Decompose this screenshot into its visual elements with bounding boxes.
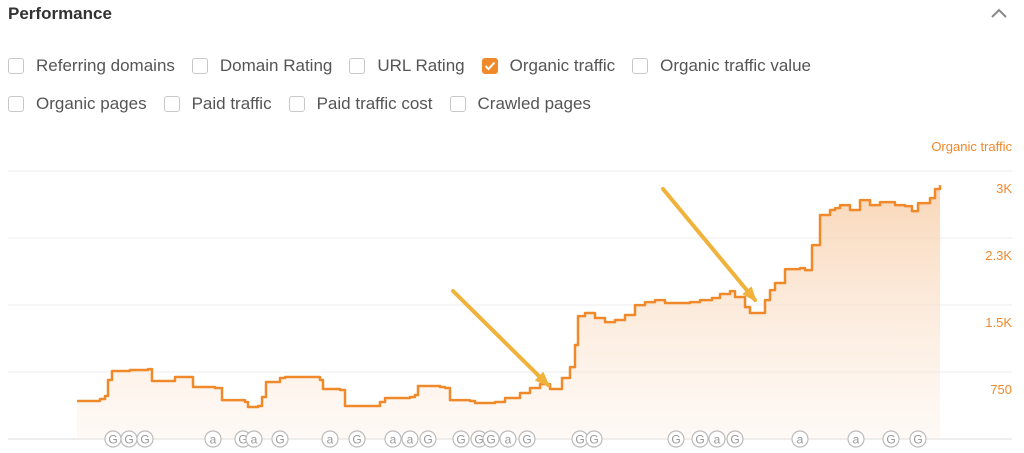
svg-text:G: G <box>474 433 483 447</box>
checkbox-crawled-pages[interactable]: Crawled pages <box>449 94 591 114</box>
annotation-marker-icon[interactable]: a <box>384 430 402 448</box>
svg-text:G: G <box>275 433 284 447</box>
svg-text:G: G <box>352 433 361 447</box>
svg-text:G: G <box>423 433 432 447</box>
google-update-marker-icon[interactable]: G <box>120 430 138 448</box>
checkbox-url-rating[interactable]: URL Rating <box>349 56 465 76</box>
google-update-marker-icon[interactable]: G <box>585 430 603 448</box>
panel-title: Performance <box>8 4 112 23</box>
checkbox-unchecked-icon[interactable] <box>8 58 24 74</box>
google-update-marker-icon[interactable]: G <box>470 430 488 448</box>
checkbox-organic-traffic-value[interactable]: Organic traffic value <box>632 56 811 76</box>
svg-text:a: a <box>797 433 804 447</box>
annotation-marker-icon[interactable]: a <box>499 430 517 448</box>
metric-checkboxes-row-2: Organic pages Paid traffic Paid traffic co… <box>8 94 608 114</box>
checkbox-checked-icon[interactable] <box>481 58 498 74</box>
checkbox-unchecked-icon[interactable] <box>8 96 24 112</box>
annotation-marker-icon[interactable]: a <box>791 430 809 448</box>
checkbox-unchecked-icon[interactable] <box>191 58 208 74</box>
google-update-marker-icon[interactable]: G <box>667 430 685 448</box>
checkbox-label: Crawled pages <box>477 94 591 113</box>
google-update-marker-icon[interactable]: G <box>452 430 470 448</box>
checkbox-label: Organic pages <box>36 94 147 113</box>
y-tick-label: 2.3K <box>985 248 1012 263</box>
svg-text:a: a <box>327 433 334 447</box>
google-update-marker-icon[interactable]: G <box>518 430 536 448</box>
svg-text:a: a <box>210 433 217 447</box>
google-update-marker-icon[interactable]: G <box>882 430 900 448</box>
checkbox-label: Organic traffic <box>509 56 616 75</box>
checkbox-unchecked-icon[interactable] <box>449 96 466 112</box>
checkbox-label: Domain Rating <box>219 56 333 75</box>
y-tick-label: 750 <box>990 382 1012 397</box>
svg-text:G: G <box>124 433 133 447</box>
svg-text:G: G <box>456 433 465 447</box>
checkbox-organic-pages[interactable]: Organic pages <box>8 94 147 114</box>
arrow-head-icon <box>742 286 757 303</box>
checkbox-paid-traffic[interactable]: Paid traffic <box>163 94 272 114</box>
svg-text:G: G <box>730 433 739 447</box>
svg-text:G: G <box>238 433 247 447</box>
checkbox-label: Referring domains <box>36 56 175 75</box>
google-update-marker-icon[interactable]: G <box>271 430 289 448</box>
annotation-marker-icon[interactable]: a <box>401 430 419 448</box>
checkbox-label: Organic traffic value <box>660 56 811 75</box>
checkbox-domain-rating[interactable]: Domain Rating <box>191 56 333 76</box>
svg-text:a: a <box>714 433 721 447</box>
svg-text:a: a <box>390 433 397 447</box>
svg-text:a: a <box>853 433 860 447</box>
annotation-arrow <box>661 187 757 302</box>
checkbox-unchecked-icon[interactable] <box>632 58 649 74</box>
annotation-marker-icon[interactable]: a <box>321 430 339 448</box>
svg-text:G: G <box>886 433 895 447</box>
series-line-organic-traffic <box>77 185 942 409</box>
google-update-marker-icon[interactable]: G <box>136 430 154 448</box>
arrow-head-icon <box>534 371 551 388</box>
checkbox-referring-domains[interactable]: Referring domains <box>8 56 175 76</box>
svg-text:a: a <box>407 433 414 447</box>
annotation-marker-icon[interactable]: a <box>204 430 222 448</box>
google-update-marker-icon[interactable]: G <box>104 430 122 448</box>
svg-text:G: G <box>522 433 531 447</box>
annotation-marker-icon[interactable]: a <box>708 430 726 448</box>
checkbox-paid-traffic-cost[interactable]: Paid traffic cost <box>288 94 433 114</box>
checkbox-unchecked-icon[interactable] <box>349 58 366 74</box>
metric-checkboxes-row-1: Referring domains Domain Rating URL Rating… <box>8 56 828 76</box>
svg-text:G: G <box>575 433 584 447</box>
google-update-marker-icon[interactable]: G <box>726 430 744 448</box>
y-axis-label: Organic traffic <box>931 139 1012 154</box>
svg-text:G: G <box>108 433 117 447</box>
svg-text:G: G <box>140 433 149 447</box>
checkbox-label: Paid traffic <box>191 94 272 113</box>
google-update-marker-icon[interactable]: G <box>419 430 437 448</box>
checkbox-label: URL Rating <box>377 56 465 75</box>
svg-text:G: G <box>695 433 704 447</box>
google-update-marker-icon[interactable]: G <box>482 430 500 448</box>
checkbox-label: Paid traffic cost <box>316 94 433 113</box>
annotation-marker-icon[interactable]: a <box>847 430 865 448</box>
svg-text:G: G <box>486 433 495 447</box>
svg-text:G: G <box>589 433 598 447</box>
google-update-marker-icon[interactable]: G <box>348 430 366 448</box>
svg-text:a: a <box>505 433 512 447</box>
checkbox-organic-traffic[interactable]: Organic traffic <box>481 56 616 76</box>
svg-text:G: G <box>671 433 680 447</box>
svg-text:a: a <box>251 433 258 447</box>
checkbox-unchecked-icon[interactable] <box>288 96 305 112</box>
y-tick-label: 3K <box>996 181 1012 196</box>
google-update-marker-icon[interactable]: G <box>909 430 927 448</box>
checkbox-unchecked-icon[interactable] <box>163 96 180 112</box>
y-tick-label: 1.5K <box>985 315 1012 330</box>
series-area <box>77 185 940 439</box>
annotation-arrow <box>451 289 550 387</box>
google-update-marker-icon[interactable]: G <box>691 430 709 448</box>
annotation-marker-icon[interactable]: a <box>245 430 263 448</box>
svg-text:G: G <box>913 433 922 447</box>
chevron-up-icon[interactable] <box>990 6 1008 20</box>
